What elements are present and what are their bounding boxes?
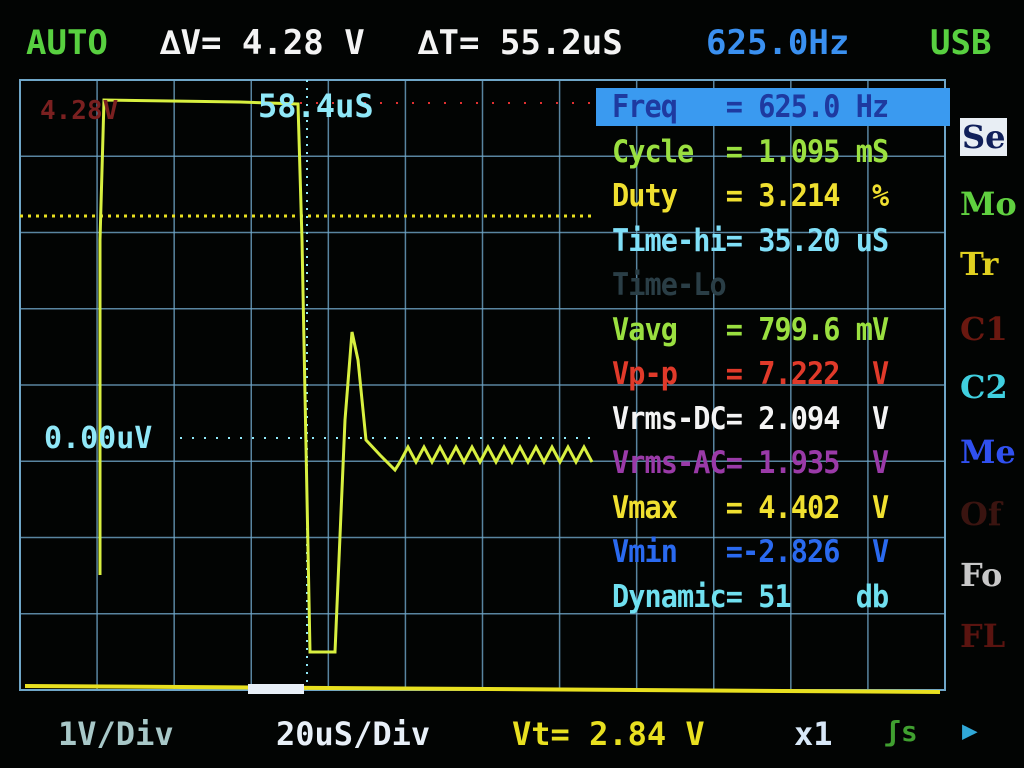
measurement-time-hi[interactable]: Time-hi= 35.20 uS bbox=[612, 222, 889, 259]
side-menu-mo[interactable]: Mo bbox=[960, 185, 1017, 223]
time-per-div[interactable]: 20uS/Div bbox=[276, 715, 431, 753]
trigger-level[interactable]: Vt= 2.84 V bbox=[512, 715, 705, 753]
measurement-vmax[interactable]: Vmax = 4.402 V bbox=[612, 489, 889, 526]
cursor-v-label: 4.28V bbox=[40, 96, 119, 126]
side-menu-fl[interactable]: FL bbox=[960, 617, 1006, 655]
delta-t-readout: ∆T= 55.2uS bbox=[418, 23, 623, 63]
cursor-t-label: 58.4uS bbox=[258, 87, 374, 125]
side-menu-c2[interactable]: C2 bbox=[960, 368, 1008, 406]
side-menu-se[interactable]: Se bbox=[960, 118, 1008, 156]
bottom-trace bbox=[24, 684, 941, 694]
measurement-vrms-dc[interactable]: Vrms-DC= 2.094 V bbox=[612, 400, 889, 437]
measurement-vmin[interactable]: Vmin =-2.826 V bbox=[612, 534, 889, 570]
time-window-indicator bbox=[248, 684, 304, 694]
frequency-readout: 625.0Hz bbox=[706, 23, 850, 63]
measurement-cycle[interactable]: Cycle = 1.095 mS bbox=[612, 133, 889, 170]
play-arrow-icon[interactable]: ▶ bbox=[962, 716, 978, 746]
measurement-time-lo[interactable]: Time-Lo bbox=[612, 267, 727, 303]
measurement-vavg[interactable]: Vavg = 799.6 mV bbox=[612, 311, 889, 348]
side-menu-fo[interactable]: Fo bbox=[960, 556, 1003, 594]
measurement-highlight bbox=[596, 88, 950, 126]
measurement-duty[interactable]: Duty = 3.214 % bbox=[612, 178, 889, 214]
side-menu-tr[interactable]: Tr bbox=[960, 245, 999, 283]
side-menu-c1[interactable]: C1 bbox=[960, 310, 1008, 348]
ground-level-label: 0.00uV bbox=[44, 421, 153, 456]
measurement-vrms-ac[interactable]: Vrms-AC= 1.935 V bbox=[612, 445, 889, 481]
measurement-vp-p[interactable]: Vp-p = 7.222 V bbox=[612, 356, 889, 392]
trigger-edge-icon[interactable]: ʃs bbox=[884, 715, 918, 748]
mode-indicator[interactable]: AUTO bbox=[26, 23, 108, 63]
channel-trace bbox=[98, 98, 594, 654]
probe-multiplier[interactable]: x1 bbox=[794, 715, 833, 753]
measurement-dynamic[interactable]: Dynamic= 51 db bbox=[612, 578, 889, 615]
measurement-freq[interactable]: Freq = 625.0 Hz bbox=[612, 89, 889, 125]
side-menu-of[interactable]: Of bbox=[960, 495, 1002, 533]
volts-per-div[interactable]: 1V/Div bbox=[58, 715, 174, 753]
delta-v-readout: ∆V= 4.28 V bbox=[160, 23, 365, 63]
side-menu-me[interactable]: Me bbox=[960, 433, 1016, 471]
usb-indicator: USB bbox=[930, 23, 992, 63]
